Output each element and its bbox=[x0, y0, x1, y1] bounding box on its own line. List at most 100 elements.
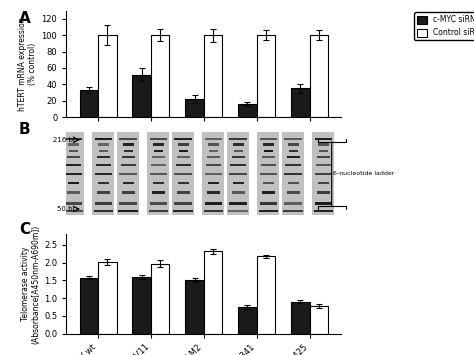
Bar bbox=[319, 150, 328, 152]
Bar bbox=[95, 202, 112, 204]
Bar bbox=[318, 143, 329, 146]
Bar bbox=[117, 132, 139, 215]
Bar bbox=[152, 156, 165, 158]
Bar bbox=[229, 138, 247, 140]
Text: C: C bbox=[19, 222, 30, 237]
Bar bbox=[229, 173, 247, 175]
Bar bbox=[263, 182, 274, 184]
Bar bbox=[179, 150, 188, 152]
Bar bbox=[98, 143, 109, 146]
Bar bbox=[120, 164, 136, 166]
Bar bbox=[122, 156, 135, 158]
Bar bbox=[263, 143, 274, 146]
Bar bbox=[315, 173, 332, 175]
Y-axis label: hTERT mRNA expression
(% control): hTERT mRNA expression (% control) bbox=[18, 17, 37, 111]
Bar bbox=[205, 202, 222, 204]
Text: B: B bbox=[19, 122, 31, 137]
Bar bbox=[238, 104, 257, 117]
Bar bbox=[284, 138, 302, 140]
Bar bbox=[232, 156, 245, 158]
Bar bbox=[288, 182, 299, 184]
Bar bbox=[204, 35, 222, 117]
Bar bbox=[284, 173, 302, 175]
Bar bbox=[232, 191, 245, 193]
Bar bbox=[208, 143, 219, 146]
Bar bbox=[153, 143, 164, 146]
Bar bbox=[119, 173, 137, 175]
Bar bbox=[123, 182, 134, 184]
Bar bbox=[177, 156, 190, 158]
Bar bbox=[185, 99, 204, 117]
Bar bbox=[119, 202, 137, 204]
Bar bbox=[203, 210, 223, 212]
Bar bbox=[92, 132, 114, 215]
Bar bbox=[147, 132, 169, 215]
Bar bbox=[150, 138, 167, 140]
Bar bbox=[172, 132, 194, 215]
Bar bbox=[310, 306, 328, 334]
Bar bbox=[209, 150, 218, 152]
Bar bbox=[238, 307, 257, 334]
Bar bbox=[123, 143, 134, 146]
Bar bbox=[64, 210, 83, 212]
Bar bbox=[282, 132, 304, 215]
Bar bbox=[98, 35, 117, 117]
Bar bbox=[175, 164, 191, 166]
Bar bbox=[124, 150, 133, 152]
Bar bbox=[174, 138, 192, 140]
Bar bbox=[208, 182, 219, 184]
Bar bbox=[257, 256, 275, 334]
Bar bbox=[317, 156, 330, 158]
Bar bbox=[285, 164, 301, 166]
Bar bbox=[148, 210, 168, 212]
Y-axis label: Telomerase activity
(Absorbance[A450nm-A690m]): Telomerase activity (Absorbance[A450nm-A… bbox=[21, 224, 40, 344]
Bar bbox=[262, 156, 275, 158]
Bar bbox=[178, 143, 189, 146]
Bar bbox=[288, 143, 299, 146]
Bar bbox=[96, 164, 111, 166]
Bar bbox=[262, 191, 275, 193]
Bar bbox=[95, 173, 112, 175]
Bar bbox=[95, 138, 112, 140]
Bar bbox=[260, 138, 277, 140]
Bar bbox=[67, 191, 80, 193]
Bar bbox=[80, 90, 98, 117]
Bar bbox=[64, 202, 82, 204]
Bar bbox=[80, 278, 98, 334]
Bar bbox=[234, 150, 243, 152]
Bar bbox=[260, 202, 277, 204]
Bar bbox=[97, 156, 110, 158]
Bar bbox=[207, 156, 220, 158]
Bar bbox=[205, 138, 222, 140]
Bar bbox=[122, 191, 135, 193]
Bar bbox=[316, 164, 331, 166]
Bar bbox=[69, 150, 78, 152]
Bar bbox=[97, 191, 110, 193]
Bar bbox=[264, 150, 273, 152]
Bar bbox=[153, 182, 164, 184]
Bar bbox=[150, 173, 167, 175]
Bar bbox=[315, 138, 332, 140]
Bar bbox=[154, 150, 163, 152]
Bar bbox=[207, 191, 220, 193]
Bar bbox=[64, 173, 82, 175]
Bar bbox=[132, 277, 151, 334]
Bar bbox=[287, 191, 300, 193]
Bar bbox=[205, 173, 222, 175]
Text: 216 bp: 216 bp bbox=[53, 137, 77, 143]
Bar bbox=[99, 150, 108, 152]
Bar bbox=[93, 210, 113, 212]
Bar bbox=[151, 35, 169, 117]
Bar bbox=[283, 210, 303, 212]
Bar bbox=[257, 35, 275, 117]
Bar bbox=[150, 202, 167, 204]
Bar bbox=[98, 262, 117, 334]
Bar bbox=[67, 156, 80, 158]
Text: A: A bbox=[19, 11, 31, 26]
Bar bbox=[62, 132, 84, 215]
Bar bbox=[174, 202, 192, 204]
Bar bbox=[230, 164, 246, 166]
Legend: c-MYC siRNA, Control siRNA: c-MYC siRNA, Control siRNA bbox=[414, 12, 474, 40]
Bar bbox=[310, 35, 328, 117]
Bar bbox=[233, 182, 244, 184]
